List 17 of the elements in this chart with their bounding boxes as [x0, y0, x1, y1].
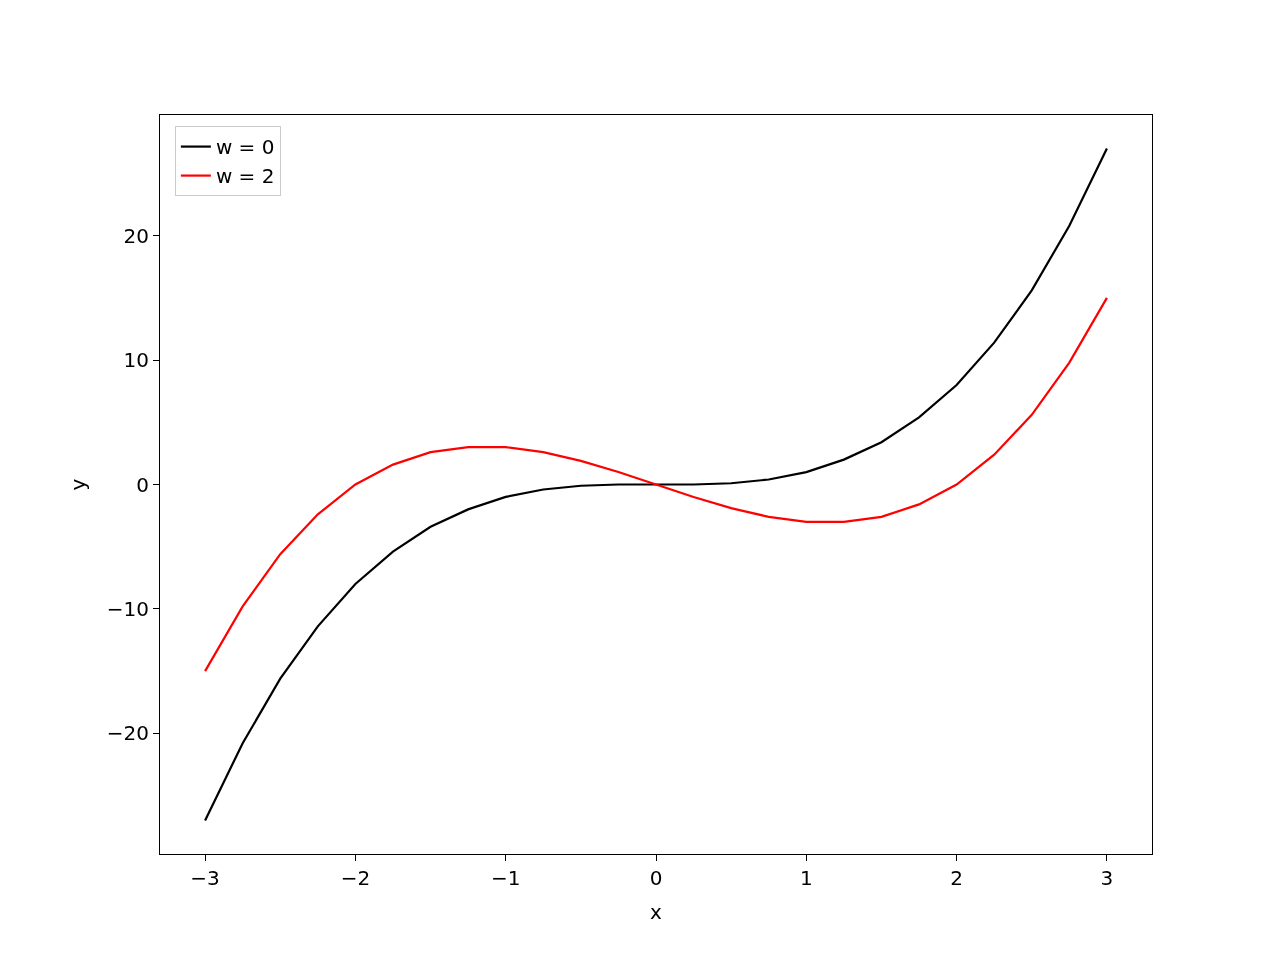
x-tick-label: 3: [1100, 866, 1114, 891]
line-series: [203, 296, 1109, 673]
y-tick-label: −10: [106, 596, 149, 621]
y-tick-label: 0: [136, 472, 149, 497]
y-tick-label: 20: [123, 223, 149, 248]
x-tick-label: 0: [649, 866, 663, 891]
x-tick-label: −3: [190, 866, 220, 891]
x-tick-label: −1: [490, 866, 521, 891]
x-tick-label: 2: [950, 866, 963, 891]
y-tick-label: −20: [106, 721, 149, 746]
y-axis-title: y: [66, 478, 91, 491]
x-axis-title: x: [650, 899, 663, 924]
x-tick-label: −2: [340, 866, 371, 891]
y-tick-label: 10: [123, 348, 149, 373]
legend-label: w = 0: [215, 135, 275, 160]
legend-label: w = 2: [215, 164, 275, 189]
x-tick-label: 1: [799, 866, 813, 891]
